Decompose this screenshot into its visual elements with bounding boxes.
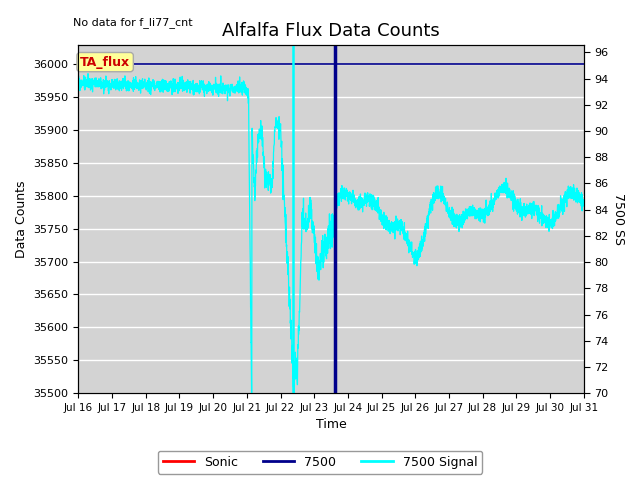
Y-axis label: Data Counts: Data Counts xyxy=(15,180,28,258)
Legend: Sonic, 7500, 7500 Signal: Sonic, 7500, 7500 Signal xyxy=(158,451,482,474)
Y-axis label: 7500 SS: 7500 SS xyxy=(612,193,625,245)
Title: Alfalfa Flux Data Counts: Alfalfa Flux Data Counts xyxy=(222,22,440,40)
X-axis label: Time: Time xyxy=(316,419,346,432)
Text: TA_flux: TA_flux xyxy=(80,56,130,69)
Text: No data for f_li77_cnt: No data for f_li77_cnt xyxy=(74,17,193,27)
